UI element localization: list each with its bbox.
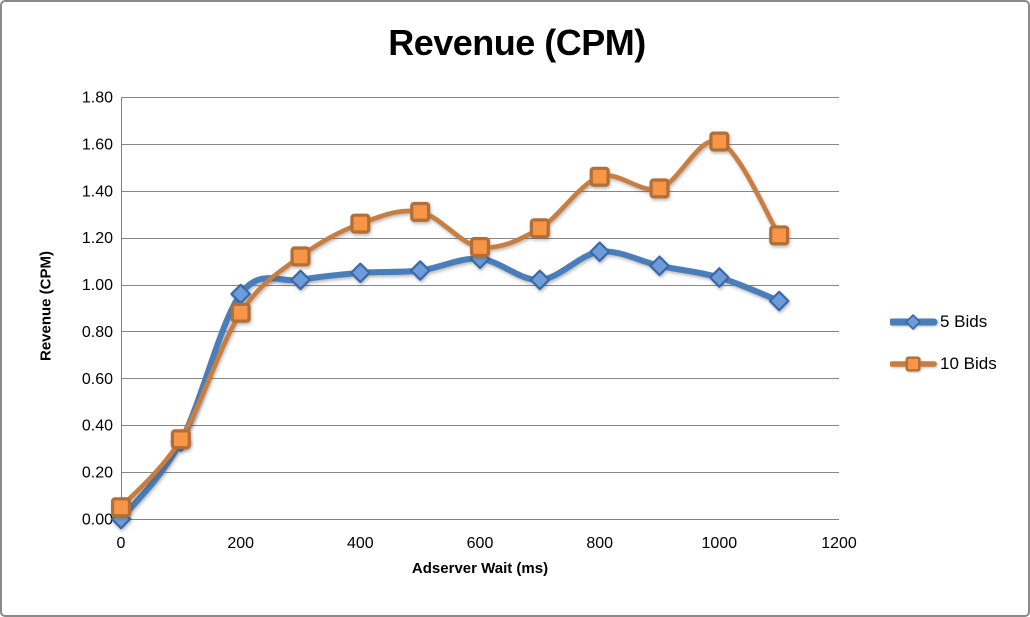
legend-label-5-bids: 5 Bids [940, 312, 988, 331]
y-gridlines [121, 97, 839, 520]
series-10-bids [110, 131, 790, 518]
y-tick-label: 0.00 [82, 512, 113, 529]
y-tick-label: 1.00 [82, 277, 113, 294]
y-tick-label: 0.80 [82, 324, 113, 341]
legend-marker-5-bids-icon [890, 314, 938, 330]
chart-title: Revenue (CPM) [388, 22, 646, 63]
x-tick-label: 1200 [821, 535, 857, 552]
y-tick-label: 0.40 [82, 418, 113, 435]
x-axis-title: Adserver Wait (ms) [411, 560, 549, 577]
x-tick-label: 1000 [702, 535, 738, 552]
tick-labels: 0.00 0.20 0.40 0.60 0.80 1.00 1.20 1.40 1.60 1.80… [82, 90, 857, 553]
y-tick-label: 1.60 [82, 136, 113, 153]
legend-item-5-bids: 5 Bids [890, 312, 997, 332]
legend-marker-10-bids-icon [890, 356, 937, 372]
y-tick-label: 1.40 [82, 183, 113, 200]
x-tick-label: 200 [227, 535, 254, 552]
x-tick-label: 800 [586, 535, 613, 552]
legend-item-10-bids: 10 Bids [890, 354, 997, 374]
y-tick-label: 1.20 [82, 230, 113, 247]
y-tick-label: 0.60 [82, 371, 113, 388]
axes [121, 97, 839, 525]
y-tick-label: 1.80 [82, 90, 113, 107]
y-axis-title: Revenue (CPM) [37, 250, 55, 362]
x-tick-label: 600 [467, 535, 494, 552]
x-tick-label: 0 [117, 535, 126, 552]
legend-label-10-bids: 10 Bids [940, 354, 997, 373]
x-tick-label: 400 [347, 535, 374, 552]
y-tick-label: 0.20 [82, 465, 113, 482]
legend: 5 Bids 10 Bids [890, 312, 997, 396]
